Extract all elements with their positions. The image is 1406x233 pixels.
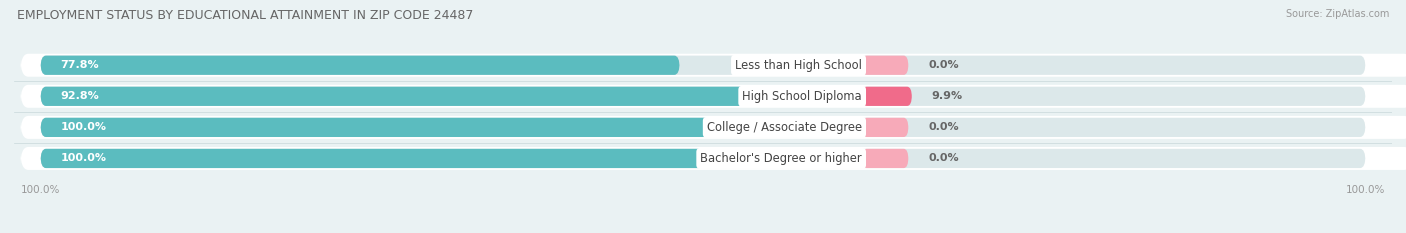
FancyBboxPatch shape (862, 56, 908, 75)
Text: 0.0%: 0.0% (928, 60, 959, 70)
FancyBboxPatch shape (21, 85, 1406, 108)
FancyBboxPatch shape (41, 118, 1365, 137)
FancyBboxPatch shape (41, 149, 1365, 168)
FancyBboxPatch shape (41, 56, 679, 75)
Text: 9.9%: 9.9% (932, 91, 963, 101)
Text: 0.0%: 0.0% (928, 154, 959, 163)
Text: Less than High School: Less than High School (735, 59, 862, 72)
Text: College / Associate Degree: College / Associate Degree (707, 121, 862, 134)
Text: 77.8%: 77.8% (60, 60, 98, 70)
Text: 0.0%: 0.0% (928, 122, 959, 132)
Text: High School Diploma: High School Diploma (742, 90, 862, 103)
FancyBboxPatch shape (41, 56, 1365, 75)
FancyBboxPatch shape (41, 118, 862, 137)
FancyBboxPatch shape (21, 147, 1406, 170)
FancyBboxPatch shape (862, 87, 912, 106)
FancyBboxPatch shape (21, 116, 1406, 139)
Text: EMPLOYMENT STATUS BY EDUCATIONAL ATTAINMENT IN ZIP CODE 24487: EMPLOYMENT STATUS BY EDUCATIONAL ATTAINM… (17, 9, 474, 22)
FancyBboxPatch shape (41, 87, 803, 106)
Text: 100.0%: 100.0% (60, 154, 107, 163)
Text: 100.0%: 100.0% (60, 122, 107, 132)
FancyBboxPatch shape (21, 54, 1406, 77)
Text: Bachelor's Degree or higher: Bachelor's Degree or higher (700, 152, 862, 165)
FancyBboxPatch shape (862, 149, 908, 168)
FancyBboxPatch shape (862, 118, 908, 137)
FancyBboxPatch shape (41, 87, 1365, 106)
Text: 92.8%: 92.8% (60, 91, 100, 101)
FancyBboxPatch shape (41, 149, 862, 168)
Text: Source: ZipAtlas.com: Source: ZipAtlas.com (1285, 9, 1389, 19)
